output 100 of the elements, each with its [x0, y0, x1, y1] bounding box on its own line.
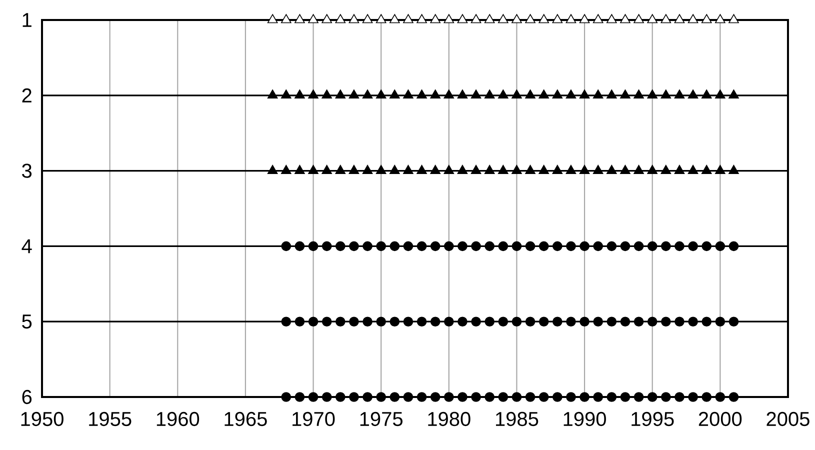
point — [280, 14, 292, 24]
point — [606, 164, 617, 174]
point — [512, 14, 522, 24]
point — [579, 164, 590, 174]
point — [538, 241, 549, 252]
point — [688, 90, 698, 99]
point — [416, 241, 427, 252]
point — [498, 164, 508, 174]
y-tick-label: 6 — [22, 390, 32, 404]
point — [362, 14, 373, 24]
point — [688, 14, 698, 24]
point — [566, 14, 576, 24]
point — [498, 316, 508, 326]
point — [403, 14, 414, 24]
point — [457, 14, 468, 24]
point — [552, 392, 562, 402]
x-tick-label: 2005 — [766, 412, 810, 426]
point — [702, 392, 712, 402]
point — [416, 392, 427, 402]
x-tick-label: 1980 — [428, 412, 470, 426]
point — [322, 14, 332, 24]
point — [634, 14, 644, 24]
point — [444, 90, 454, 99]
point — [294, 164, 305, 174]
point — [728, 241, 739, 252]
point — [280, 90, 292, 99]
point — [512, 241, 522, 252]
point — [390, 316, 400, 326]
point — [430, 164, 440, 174]
y-tick-label: 5 — [22, 314, 32, 329]
point — [674, 164, 685, 174]
point — [647, 241, 658, 252]
point — [606, 316, 617, 326]
point — [294, 14, 305, 24]
point — [593, 241, 604, 252]
point — [579, 90, 590, 99]
point — [552, 90, 563, 99]
point — [606, 14, 617, 24]
point — [267, 90, 278, 99]
point — [592, 90, 604, 99]
point — [674, 90, 685, 99]
point — [715, 164, 726, 174]
point — [715, 392, 726, 402]
point — [593, 316, 604, 326]
point — [335, 90, 346, 99]
point — [281, 392, 292, 402]
point — [471, 392, 481, 402]
point — [620, 241, 630, 252]
x-tick-label: 2000 — [698, 412, 742, 426]
point — [647, 392, 658, 402]
point — [566, 90, 576, 99]
point — [470, 164, 482, 174]
point — [322, 164, 332, 174]
point — [579, 14, 590, 24]
point — [728, 14, 739, 24]
point — [280, 164, 292, 174]
point — [444, 392, 454, 402]
point — [674, 392, 684, 402]
point — [552, 14, 563, 24]
point — [647, 90, 658, 99]
point — [335, 164, 346, 174]
x-tick-label: 1995 — [632, 412, 674, 426]
point — [606, 90, 617, 99]
point — [538, 316, 549, 326]
point — [362, 316, 372, 326]
point — [322, 90, 332, 99]
point — [701, 164, 712, 174]
point — [471, 241, 481, 252]
x-tick-label: 1990 — [564, 412, 606, 426]
point — [688, 316, 698, 326]
point — [322, 316, 332, 326]
point — [498, 14, 508, 24]
point — [606, 392, 617, 402]
point — [660, 14, 672, 24]
point — [715, 241, 726, 252]
point — [525, 392, 536, 402]
point — [661, 316, 671, 326]
point — [335, 14, 346, 24]
point — [647, 14, 658, 24]
point — [376, 316, 386, 326]
point — [566, 392, 576, 402]
point — [403, 241, 414, 252]
point — [552, 241, 562, 252]
point — [484, 316, 494, 326]
point — [484, 392, 494, 402]
point — [525, 241, 536, 252]
point — [308, 14, 318, 24]
point — [348, 14, 360, 24]
point — [728, 316, 739, 326]
point — [660, 164, 672, 174]
point — [294, 241, 305, 252]
point — [620, 164, 630, 174]
point — [335, 316, 346, 326]
point — [484, 14, 495, 24]
point — [674, 241, 684, 252]
point — [620, 392, 630, 402]
point — [308, 392, 318, 402]
point — [349, 392, 359, 402]
point — [416, 14, 427, 24]
point — [430, 14, 440, 24]
